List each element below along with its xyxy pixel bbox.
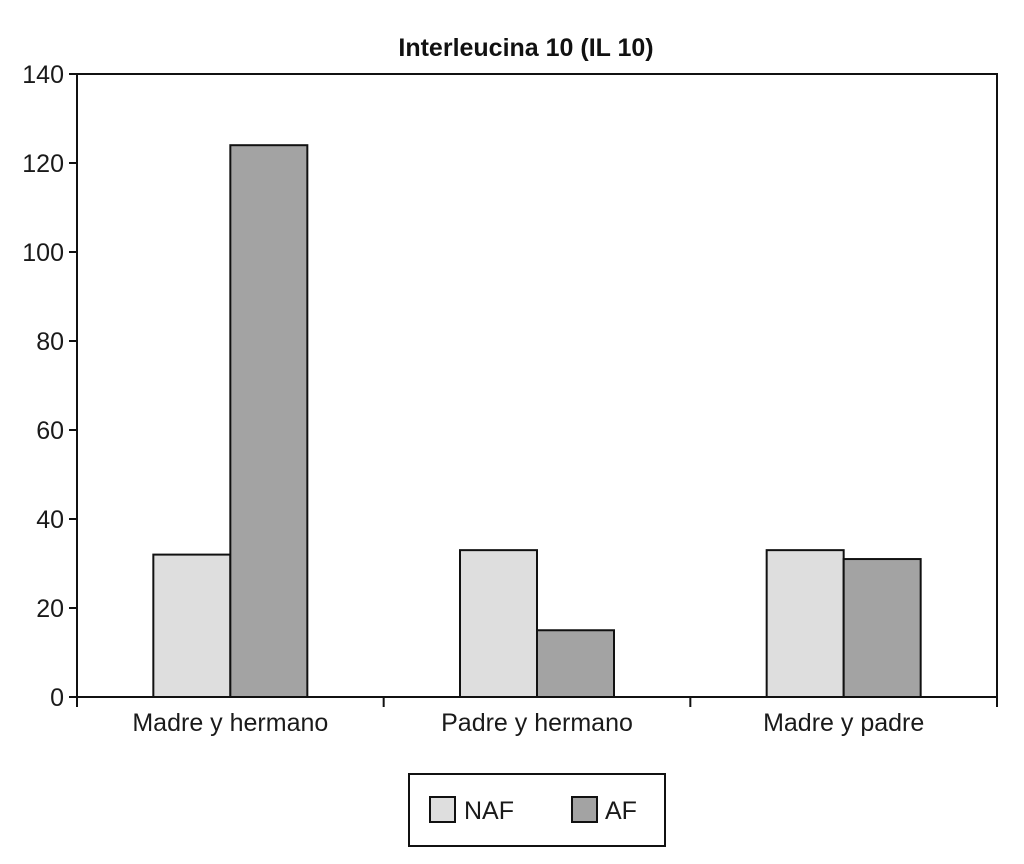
x-category-label: Madre y hermano xyxy=(132,709,328,737)
x-category-label: Madre y padre xyxy=(763,709,924,737)
y-axis: 0 20 40 60 80 100 120 140 xyxy=(22,61,77,712)
plot-frame xyxy=(76,73,998,698)
y-tick-label: 0 xyxy=(50,684,64,712)
bar-naf xyxy=(765,549,845,699)
y-tick-label: 20 xyxy=(36,595,64,623)
chart-title: Interleucina 10 (IL 10) xyxy=(398,34,653,62)
bar-af xyxy=(842,558,922,698)
y-tick-label: 100 xyxy=(22,239,64,267)
legend-label-naf: NAF xyxy=(464,797,514,825)
y-tick-label: 120 xyxy=(22,150,64,178)
y-tick-label: 80 xyxy=(36,328,64,356)
legend-label-af: AF xyxy=(605,797,637,825)
bar-naf xyxy=(152,553,232,698)
legend: NAF AF xyxy=(408,773,666,847)
bar-naf xyxy=(459,549,538,699)
legend-swatch-naf xyxy=(429,796,456,823)
x-category-label: Padre y hermano xyxy=(441,709,633,737)
bars xyxy=(152,144,922,699)
bar-af xyxy=(536,629,615,698)
legend-swatch-af xyxy=(571,796,598,823)
bar-af xyxy=(229,144,309,698)
y-tick-label: 60 xyxy=(36,417,64,445)
x-axis: Madre y hermano Padre y hermano Madre y pa… xyxy=(76,697,998,737)
y-tick-label: 40 xyxy=(36,506,64,534)
y-tick-label: 140 xyxy=(22,61,64,89)
